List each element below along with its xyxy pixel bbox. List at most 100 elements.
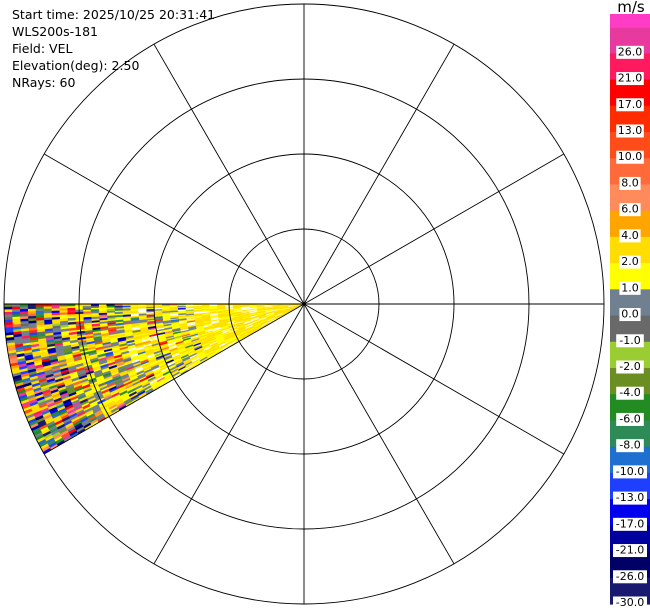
sector-gate bbox=[264, 308, 274, 311]
colorbar-tick-label: -10.0 bbox=[616, 465, 644, 478]
sector-gate bbox=[175, 361, 184, 367]
sector-gate bbox=[147, 376, 156, 382]
sector-gate bbox=[203, 324, 212, 328]
colorbar-tick-label: -30.0 bbox=[616, 596, 644, 609]
sector-gate bbox=[273, 310, 282, 314]
sector-gate bbox=[220, 345, 229, 351]
sector-gate bbox=[204, 349, 213, 355]
colorbar-segment bbox=[610, 14, 650, 28]
sector-gate bbox=[203, 325, 213, 330]
sector-gate bbox=[182, 337, 192, 342]
sector-gate bbox=[203, 347, 213, 353]
sector-gate bbox=[182, 335, 191, 340]
sector-gate bbox=[222, 332, 232, 337]
colorbar-tick-bg bbox=[619, 308, 641, 322]
sector-gate bbox=[223, 333, 232, 339]
sector-gate bbox=[199, 356, 208, 362]
sector-gate bbox=[220, 327, 230, 332]
scan-info: Start time: 2025/10/25 20:31:41 WLS200s-… bbox=[12, 6, 215, 91]
colorbar-tick-label: 6.0 bbox=[621, 203, 639, 216]
colorbar-tick-bg bbox=[616, 439, 644, 453]
colorbar-tick-label: 1.0 bbox=[621, 281, 639, 294]
sector-gate bbox=[257, 311, 266, 314]
colorbar-tick-label: -4.0 bbox=[619, 386, 640, 399]
colorbar-tick-bg bbox=[619, 176, 641, 190]
field-text: Field: VEL bbox=[12, 41, 73, 56]
sector-gate bbox=[250, 314, 259, 318]
colorbar-tick-bg bbox=[613, 596, 647, 610]
colorbar-tick-bg bbox=[613, 517, 647, 531]
azimuth-spoke bbox=[303, 303, 455, 565]
sector-gate bbox=[169, 313, 179, 316]
sector-gate bbox=[274, 312, 283, 316]
elevation-text: Elevation(deg): 2.50 bbox=[12, 58, 140, 73]
colorbar-tick-label: -26.0 bbox=[616, 570, 644, 583]
sector-gate bbox=[165, 333, 174, 338]
azimuth-spoke bbox=[153, 303, 305, 565]
colorbar-tick-label: -21.0 bbox=[616, 544, 644, 557]
sector-gate bbox=[127, 347, 137, 352]
azimuth-spoke bbox=[303, 153, 565, 305]
colorbar-tick-label: -17.0 bbox=[616, 517, 644, 530]
nrays-text: NRays: 60 bbox=[12, 75, 76, 90]
colorbar-tick-label: 13.0 bbox=[618, 124, 643, 137]
sector-gate bbox=[179, 325, 188, 329]
colorbar-tick-label: -8.0 bbox=[619, 439, 640, 452]
sector-gate bbox=[137, 372, 146, 379]
sector-gate bbox=[234, 318, 243, 322]
sector-gate bbox=[206, 351, 215, 358]
polar-grid bbox=[3, 3, 605, 605]
sector-gate bbox=[227, 341, 236, 347]
sector-gate bbox=[256, 305, 265, 307]
sector-gate bbox=[272, 306, 281, 308]
sector-gate bbox=[141, 337, 151, 342]
sector-gate bbox=[68, 331, 78, 336]
colorbar-tick-bg bbox=[616, 72, 644, 86]
sector-gate bbox=[260, 320, 269, 325]
colorbar-tick-bg bbox=[616, 360, 644, 374]
colorbar-tick-label: -13.0 bbox=[616, 491, 644, 504]
azimuth-spoke bbox=[43, 153, 305, 305]
sector-gate bbox=[224, 335, 233, 340]
sector-gate bbox=[265, 310, 274, 313]
sector-gate bbox=[169, 347, 178, 352]
colorbar-tick-bg bbox=[619, 229, 641, 243]
azimuth-spoke bbox=[303, 303, 565, 455]
sector-gate bbox=[209, 342, 219, 347]
sector-gate bbox=[181, 332, 190, 336]
colorbar-tick-bg bbox=[613, 544, 647, 558]
sector-gate bbox=[179, 323, 188, 327]
colorbar-tick-label: 0.0 bbox=[621, 308, 639, 321]
sector-gate bbox=[217, 307, 226, 309]
colorbar-tick-bg bbox=[616, 124, 644, 138]
colorbar-tick-bg bbox=[619, 281, 641, 295]
sector-gate bbox=[256, 307, 266, 310]
sector-gate bbox=[169, 307, 178, 309]
sector-gate bbox=[195, 348, 204, 354]
colorbar-tick-bg bbox=[613, 491, 647, 505]
colorbar-tick-bg bbox=[616, 334, 644, 348]
sector-gate bbox=[146, 353, 155, 359]
sector-gate bbox=[261, 322, 270, 327]
sector-gate bbox=[208, 339, 218, 345]
sector-gate bbox=[177, 305, 186, 308]
sector-gate bbox=[201, 308, 210, 311]
sector-gate bbox=[170, 315, 179, 319]
colorbar-tick-label: 2.0 bbox=[621, 255, 639, 268]
instrument-name: WLS200s-181 bbox=[12, 24, 98, 39]
colorbar-tick-label: 21.0 bbox=[618, 72, 643, 85]
colorbar-unit: m/s bbox=[617, 0, 645, 16]
azimuth-spoke bbox=[43, 303, 305, 455]
azimuth-spoke bbox=[303, 43, 455, 305]
sector-gate bbox=[217, 315, 227, 318]
sector-gate bbox=[106, 308, 115, 312]
sector-gate bbox=[128, 391, 137, 397]
sector-gate bbox=[120, 350, 130, 355]
start-time-text: Start time: 2025/10/25 20:31:41 bbox=[12, 7, 216, 22]
colorbar-tick-label: 17.0 bbox=[618, 98, 643, 111]
colorbar-tick-bg bbox=[613, 465, 647, 479]
colorbar-tick-label: 10.0 bbox=[618, 150, 643, 163]
sector-gate bbox=[206, 333, 215, 338]
